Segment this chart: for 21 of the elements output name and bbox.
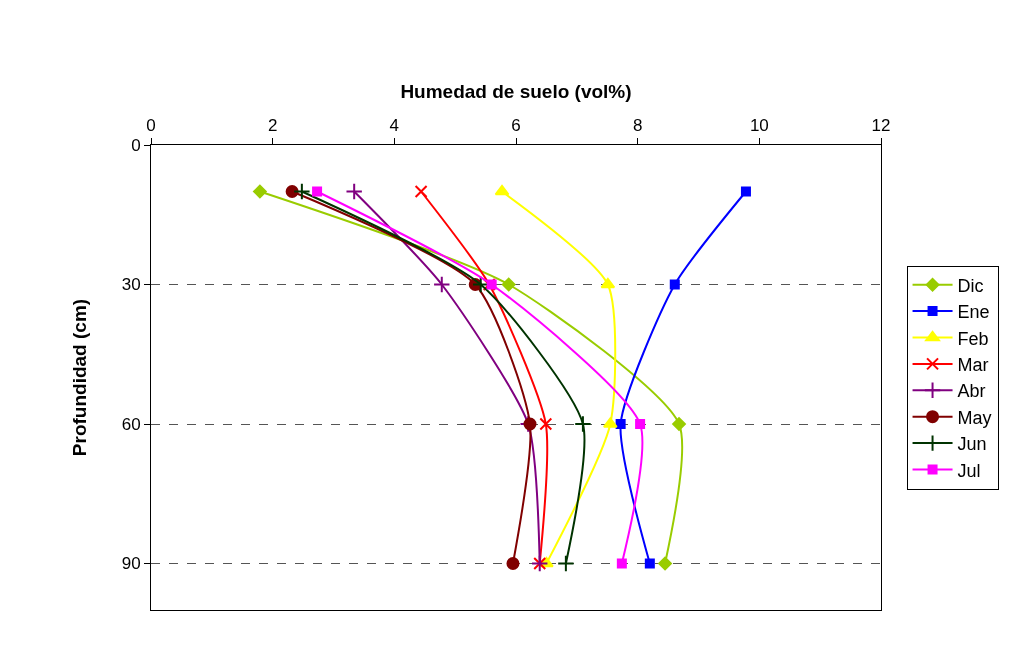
x-tick-label: 10 — [749, 116, 769, 136]
x-tick-label: 2 — [267, 116, 278, 136]
legend-label: Jun — [957, 434, 987, 455]
legend-label: Feb — [957, 328, 989, 349]
y-tick-label: 60 — [121, 414, 141, 434]
legend-label: Ene — [957, 302, 990, 323]
x-tick-label: 8 — [632, 116, 643, 136]
y-axis-title: Profundidad (cm) — [68, 298, 90, 457]
legend-label: Dic — [957, 275, 984, 296]
legend-label: Jul — [957, 460, 981, 481]
x-axis-title: Humedad de suelo (vol%) — [400, 81, 632, 103]
y-tick-label: 0 — [131, 135, 141, 155]
y-tick-label: 90 — [121, 554, 141, 574]
x-tick-label: 4 — [389, 116, 400, 136]
y-tick-label: 30 — [121, 275, 141, 295]
x-tick-label: 0 — [146, 116, 156, 136]
legend-label: Mar — [957, 354, 989, 375]
x-tick-label: 6 — [511, 116, 521, 136]
legend-label: Abr — [957, 381, 986, 402]
x-tick-label: 12 — [871, 116, 891, 136]
legend-label: May — [957, 407, 992, 428]
